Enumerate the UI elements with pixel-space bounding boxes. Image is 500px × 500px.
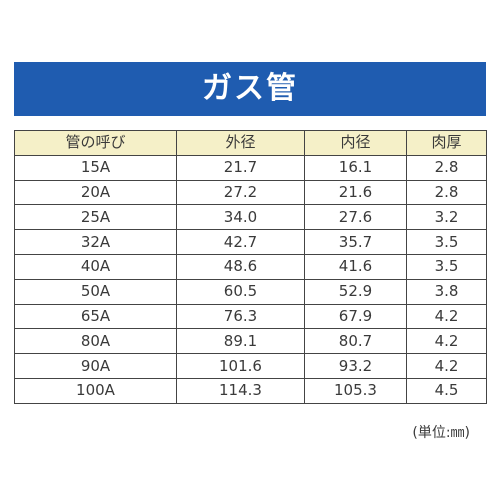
cell-wall-thickness: 3.5	[406, 229, 487, 255]
table-row: 32A 42.7 35.7 3.5	[14, 229, 487, 255]
cell-wall-thickness: 4.2	[406, 328, 487, 355]
cell-inner-diameter: 67.9	[304, 303, 407, 330]
cell-wall-thickness: 3.8	[406, 278, 487, 305]
cell-nominal-size: 90A	[14, 353, 177, 379]
cell-outer-diameter: 60.5	[176, 278, 305, 305]
unit-note: (単位:㎜)	[412, 425, 470, 441]
cell-inner-diameter: 27.6	[304, 204, 407, 231]
cell-outer-diameter: 34.0	[176, 204, 305, 231]
cell-nominal-size: 32A	[14, 229, 177, 255]
header-outer-diameter: 外径	[176, 130, 305, 156]
cell-nominal-size: 20A	[14, 179, 177, 206]
table-row: 65A 76.3 67.9 4.2	[14, 303, 487, 330]
cell-outer-diameter: 89.1	[176, 328, 305, 355]
cell-inner-diameter: 35.7	[304, 229, 407, 255]
cell-nominal-size: 15A	[14, 154, 177, 181]
cell-inner-diameter: 80.7	[304, 328, 407, 355]
cell-inner-diameter: 16.1	[304, 154, 407, 181]
table-header-row: 管の呼び 外径 内径 肉厚	[14, 130, 487, 156]
header-wall-thickness: 肉厚	[406, 130, 487, 156]
table-row: 25A 34.0 27.6 3.2	[14, 204, 487, 231]
cell-nominal-size: 100A	[14, 377, 177, 404]
title-banner: ガス管	[14, 62, 486, 116]
cell-outer-diameter: 48.6	[176, 253, 305, 280]
cell-wall-thickness: 2.8	[406, 154, 487, 181]
cell-inner-diameter: 52.9	[304, 278, 407, 305]
table-row: 50A 60.5 52.9 3.8	[14, 278, 487, 305]
table-row: 15A 21.7 16.1 2.8	[14, 154, 487, 181]
cell-outer-diameter: 114.3	[176, 377, 305, 404]
cell-inner-diameter: 41.6	[304, 253, 407, 280]
cell-outer-diameter: 21.7	[176, 154, 305, 181]
cell-inner-diameter: 93.2	[304, 353, 407, 379]
table-row: 80A 89.1 80.7 4.2	[14, 328, 487, 355]
cell-outer-diameter: 76.3	[176, 303, 305, 330]
cell-wall-thickness: 4.2	[406, 303, 487, 330]
cell-nominal-size: 25A	[14, 204, 177, 231]
cell-outer-diameter: 27.2	[176, 179, 305, 206]
cell-wall-thickness: 2.8	[406, 179, 487, 206]
pipe-spec-table: 管の呼び 外径 内径 肉厚 15A 21.7 16.1 2.8 20A 27.2 21.6 2…	[14, 130, 487, 404]
cell-inner-diameter: 105.3	[304, 377, 407, 404]
cell-wall-thickness: 3.2	[406, 204, 487, 231]
table-body: 15A 21.7 16.1 2.8 20A 27.2 21.6 2.8 25A 34.0 27.6 3…	[14, 154, 487, 404]
cell-nominal-size: 50A	[14, 278, 177, 305]
cell-wall-thickness: 4.2	[406, 353, 487, 379]
cell-nominal-size: 65A	[14, 303, 177, 330]
page-title: ガス管	[202, 71, 298, 106]
cell-wall-thickness: 3.5	[406, 253, 487, 280]
cell-outer-diameter: 101.6	[176, 353, 305, 379]
cell-outer-diameter: 42.7	[176, 229, 305, 255]
header-nominal-size: 管の呼び	[14, 130, 177, 156]
table-row: 100A 114.3 105.3 4.5	[14, 377, 487, 404]
cell-wall-thickness: 4.5	[406, 377, 487, 404]
cell-nominal-size: 40A	[14, 253, 177, 280]
table-row: 40A 48.6 41.6 3.5	[14, 253, 487, 280]
header-inner-diameter: 内径	[304, 130, 407, 156]
table-row: 20A 27.2 21.6 2.8	[14, 179, 487, 206]
table-row: 90A 101.6 93.2 4.2	[14, 353, 487, 379]
cell-inner-diameter: 21.6	[304, 179, 407, 206]
cell-nominal-size: 80A	[14, 328, 177, 355]
